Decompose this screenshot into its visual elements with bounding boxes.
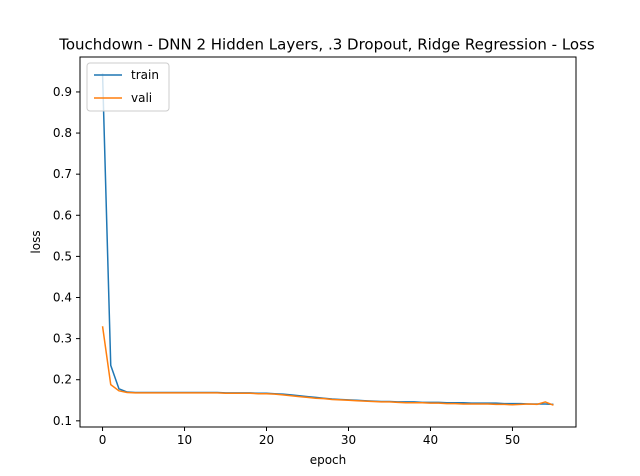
legend: train vali: [86, 62, 170, 112]
x-tick-label: 20: [259, 433, 274, 447]
y-tick-label: 0.4: [53, 291, 72, 305]
x-tick-label: 10: [177, 433, 192, 447]
y-tick-label: 0.7: [53, 167, 72, 181]
series-vali-line: [101, 326, 554, 406]
x-tick-label: 40: [423, 433, 438, 447]
y-axis-label: loss: [29, 230, 43, 253]
plot-lines: [101, 73, 554, 406]
y-axis-ticks: 0.1 0.2 0.3 0.4 0.5 0.6 0.7 0.8 0.9: [53, 85, 80, 428]
y-tick-label: 0.1: [53, 414, 72, 428]
x-tick-label: 30: [341, 433, 356, 447]
x-tick-label: 50: [505, 433, 520, 447]
legend-vali-label: vali: [131, 91, 152, 105]
y-tick-label: 0.3: [53, 332, 72, 346]
x-tick-label: 0: [99, 433, 107, 447]
y-tick-label: 0.6: [53, 208, 72, 222]
plot-area: [80, 57, 576, 427]
y-tick-label: 0.5: [53, 249, 72, 263]
y-tick-label: 0.9: [53, 85, 72, 99]
legend-train-label: train: [131, 68, 159, 82]
y-tick-label: 0.8: [53, 126, 72, 140]
x-axis-label: epoch: [310, 453, 347, 467]
chart-title: Touchdown - DNN 2 Hidden Layers, .3 Drop…: [58, 36, 595, 54]
y-tick-label: 0.2: [53, 373, 72, 387]
x-axis-ticks: 0 10 20 30 40 50: [99, 427, 520, 447]
plot-frame: [79, 56, 577, 428]
